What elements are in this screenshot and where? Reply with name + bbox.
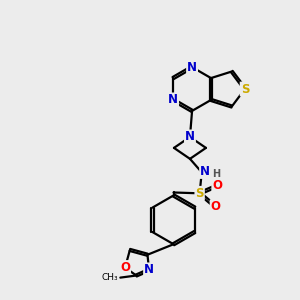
Text: N: N — [200, 165, 210, 178]
Text: O: O — [120, 261, 130, 274]
Text: S: S — [195, 187, 204, 200]
Text: O: O — [211, 200, 220, 213]
Text: N: N — [144, 263, 154, 276]
Text: N: N — [185, 130, 195, 143]
Text: H: H — [212, 169, 220, 179]
Text: CH₃: CH₃ — [102, 273, 119, 282]
Text: N: N — [168, 93, 178, 106]
Text: O: O — [212, 179, 222, 192]
Text: N: N — [187, 61, 197, 74]
Text: S: S — [241, 82, 249, 95]
